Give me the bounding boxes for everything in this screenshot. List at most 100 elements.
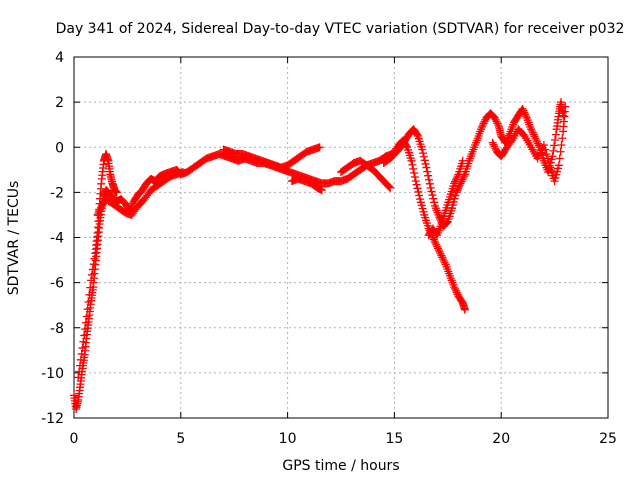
data-point (453, 186, 462, 195)
data-point (419, 152, 428, 161)
x-tick-label: 20 (492, 431, 510, 447)
data-point (452, 173, 461, 182)
data-point (548, 152, 557, 161)
data-point (545, 159, 554, 168)
data-point (533, 139, 542, 148)
data-point (79, 337, 88, 346)
data-point (529, 130, 538, 139)
data-point (85, 290, 94, 299)
data-point (528, 128, 537, 137)
data-point (81, 318, 90, 327)
data-point (455, 181, 464, 190)
data-point (437, 251, 446, 260)
data-point (386, 183, 395, 192)
data-point (87, 270, 96, 279)
x-tick-label: 25 (599, 431, 617, 447)
data-point (95, 207, 104, 216)
data-point (440, 258, 449, 267)
data-point (442, 218, 451, 227)
data-point (384, 182, 393, 191)
data-point (90, 254, 99, 263)
data-point (490, 142, 499, 151)
data-point (429, 194, 438, 203)
data-point (414, 187, 423, 196)
data-point (491, 115, 500, 124)
data-point (428, 191, 437, 200)
data-point (494, 121, 503, 130)
data-point (94, 209, 103, 218)
data-point (520, 108, 529, 117)
data-point (317, 186, 326, 195)
data-point (433, 242, 442, 251)
chart-title: Day 341 of 2024, Sidereal Day-to-day VTE… (56, 21, 625, 37)
data-point (420, 156, 429, 165)
data-point (96, 205, 105, 214)
x-axis-label: GPS time / hours (282, 458, 399, 474)
data-point (410, 173, 419, 182)
data-point (478, 121, 487, 130)
data-point (531, 134, 540, 143)
data-point (454, 182, 463, 191)
data-point (408, 160, 417, 169)
data-point (81, 325, 90, 334)
data-point (178, 168, 187, 177)
data-point (551, 130, 560, 139)
y-tick-label: 4 (55, 50, 64, 66)
data-point (76, 355, 85, 364)
data-point (127, 202, 136, 211)
data-point (439, 256, 448, 265)
data-point (493, 119, 502, 128)
data-point (415, 191, 424, 200)
data-point (436, 249, 445, 258)
data-point (418, 145, 427, 154)
data-point (521, 112, 530, 121)
x-tick-label: 0 (70, 431, 79, 447)
y-tick-label: 2 (55, 95, 64, 111)
data-point (519, 106, 528, 115)
data-point (452, 188, 461, 197)
data-point (554, 161, 563, 170)
data-point (435, 213, 444, 222)
data-point (451, 284, 460, 293)
data-point (439, 255, 448, 264)
data-point (558, 134, 567, 143)
data-point (93, 210, 102, 219)
data-point (75, 367, 84, 376)
data-point (89, 260, 98, 269)
data-point (88, 265, 97, 274)
data-point (541, 145, 550, 154)
data-point (84, 298, 93, 307)
data-point (83, 305, 92, 314)
data-point (433, 244, 442, 253)
data-point (87, 276, 96, 285)
data-point (426, 183, 435, 192)
data-point (407, 156, 416, 165)
data-point (542, 150, 551, 159)
data-point (549, 146, 558, 155)
data-point (385, 182, 394, 191)
data-point (86, 283, 95, 292)
data-point (74, 373, 83, 382)
tick-labels: 0 5 10 15 20 25 -12 -10 -8 -6 -4 -2 0 2 4 (41, 50, 617, 447)
data-point (527, 127, 536, 136)
data-point (128, 201, 137, 210)
y-tick-label: -12 (41, 411, 64, 427)
x-tick-label: 5 (176, 431, 185, 447)
data-point (488, 138, 497, 147)
data-point (432, 240, 441, 249)
data-point (315, 143, 324, 152)
y-tick-label: -10 (41, 366, 64, 382)
data-point (430, 198, 439, 207)
data-point (550, 141, 559, 150)
data-point (518, 104, 527, 113)
y-tick-label: -2 (50, 185, 64, 201)
data-point (78, 344, 87, 353)
data-point (533, 137, 542, 146)
data-point (489, 140, 498, 149)
x-tick-label: 10 (279, 431, 297, 447)
x-tick-label: 15 (385, 431, 403, 447)
y-tick-label: 0 (55, 140, 64, 156)
grid (74, 57, 608, 418)
data-point (491, 144, 500, 153)
